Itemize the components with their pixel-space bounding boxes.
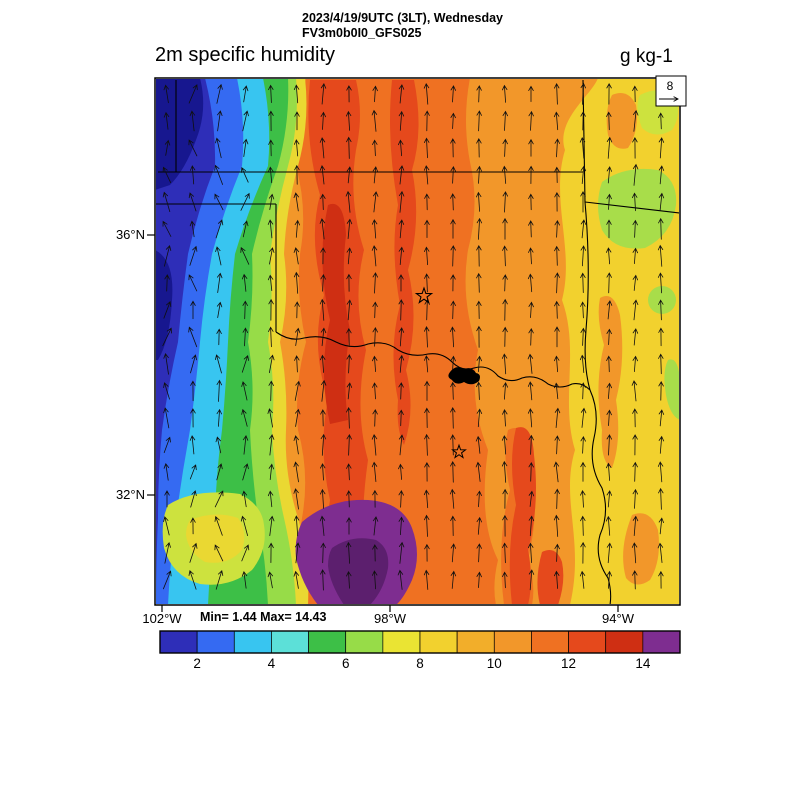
reference-arrow-icon <box>659 96 679 102</box>
datetime-title: 2023/4/19/9UTC (3LT), Wednesday <box>302 11 504 25</box>
model-title: FV3m0b0I0_GFS025 <box>302 26 422 40</box>
reference-vector-value: 8 <box>667 79 674 93</box>
lake-shape <box>448 367 480 385</box>
lon-label-102w: 102°W <box>142 611 182 626</box>
axis-ticks <box>147 234 619 612</box>
variable-title: 2m specific humidity <box>155 44 336 66</box>
minmax-stats: Min= 1.44 Max= 14.43 <box>200 610 327 624</box>
colorbar-tick: 10 <box>486 656 502 671</box>
colorbar-tick: 12 <box>561 656 577 671</box>
colorbar-tick: 6 <box>341 656 350 671</box>
colorbar-tick: 8 <box>416 656 424 671</box>
colorbar-tick: 14 <box>635 656 651 671</box>
map-markers <box>415 287 480 459</box>
units-label: g kg-1 <box>620 46 673 67</box>
wind-arrows <box>162 82 665 591</box>
lon-label-94w: 94°W <box>602 611 634 626</box>
lon-label-98w: 98°W <box>374 611 406 626</box>
colorbar-tick: 2 <box>193 656 201 671</box>
lat-label-36n: 36°N <box>115 227 145 242</box>
humidity-field <box>156 79 679 604</box>
colorbar <box>159 630 681 654</box>
colorbar-tick: 4 <box>267 656 276 671</box>
reference-vector-box: 8 <box>655 75 687 107</box>
map-frame <box>154 77 681 606</box>
lat-label-32n: 32°N <box>115 487 145 502</box>
colorbar-tick-labels: 2 4 6 8 10 12 14 <box>0 656 800 676</box>
